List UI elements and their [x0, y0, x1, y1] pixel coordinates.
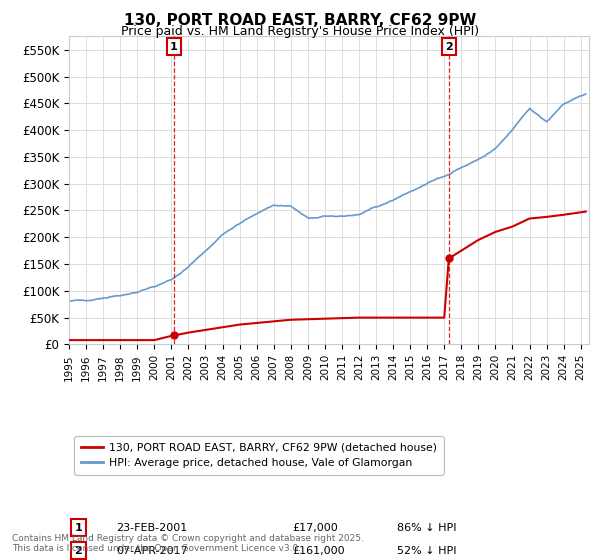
Text: 1: 1 [170, 41, 178, 52]
Text: 23-FEB-2001: 23-FEB-2001 [116, 522, 187, 533]
Text: 86% ↓ HPI: 86% ↓ HPI [397, 522, 456, 533]
Text: £161,000: £161,000 [293, 546, 346, 556]
Text: 1: 1 [74, 522, 82, 533]
Text: 07-APR-2017: 07-APR-2017 [116, 546, 188, 556]
Text: 2: 2 [74, 546, 82, 556]
Legend: 130, PORT ROAD EAST, BARRY, CF62 9PW (detached house), HPI: Average price, detac: 130, PORT ROAD EAST, BARRY, CF62 9PW (de… [74, 436, 443, 474]
Text: 130, PORT ROAD EAST, BARRY, CF62 9PW: 130, PORT ROAD EAST, BARRY, CF62 9PW [124, 13, 476, 28]
Text: 2: 2 [445, 41, 453, 52]
Text: Contains HM Land Registry data © Crown copyright and database right 2025.
This d: Contains HM Land Registry data © Crown c… [12, 534, 364, 553]
Text: 52% ↓ HPI: 52% ↓ HPI [397, 546, 456, 556]
Text: Price paid vs. HM Land Registry's House Price Index (HPI): Price paid vs. HM Land Registry's House … [121, 25, 479, 38]
Text: £17,000: £17,000 [293, 522, 338, 533]
